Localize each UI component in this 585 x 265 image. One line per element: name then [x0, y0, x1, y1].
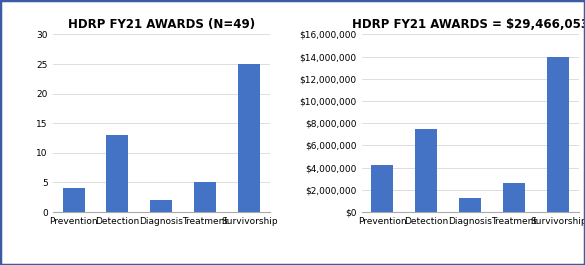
Bar — [63, 188, 84, 212]
Bar — [371, 165, 394, 212]
Bar — [194, 182, 216, 212]
Title: HDRP FY21 AWARDS (N=49): HDRP FY21 AWARDS (N=49) — [68, 17, 255, 30]
Bar — [548, 57, 569, 212]
Bar — [503, 183, 525, 212]
Bar — [415, 129, 438, 212]
Bar — [150, 200, 173, 212]
Bar — [238, 64, 260, 212]
Bar — [459, 198, 481, 212]
Title: HDRP FY21 AWARDS = $29,466,053: HDRP FY21 AWARDS = $29,466,053 — [352, 17, 585, 30]
Bar — [106, 135, 129, 212]
